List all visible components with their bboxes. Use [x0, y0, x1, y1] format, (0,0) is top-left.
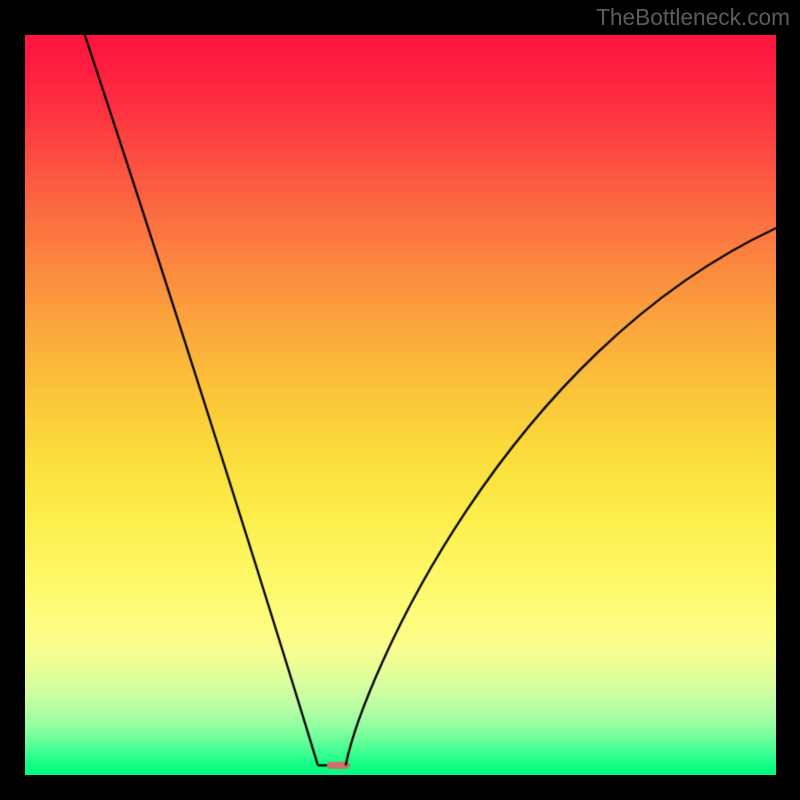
chart-root: TheBottleneck.com	[0, 0, 800, 800]
bottleneck-curve	[25, 35, 776, 775]
plot-frame	[25, 35, 776, 775]
watermark-text: TheBottleneck.com	[596, 4, 790, 31]
